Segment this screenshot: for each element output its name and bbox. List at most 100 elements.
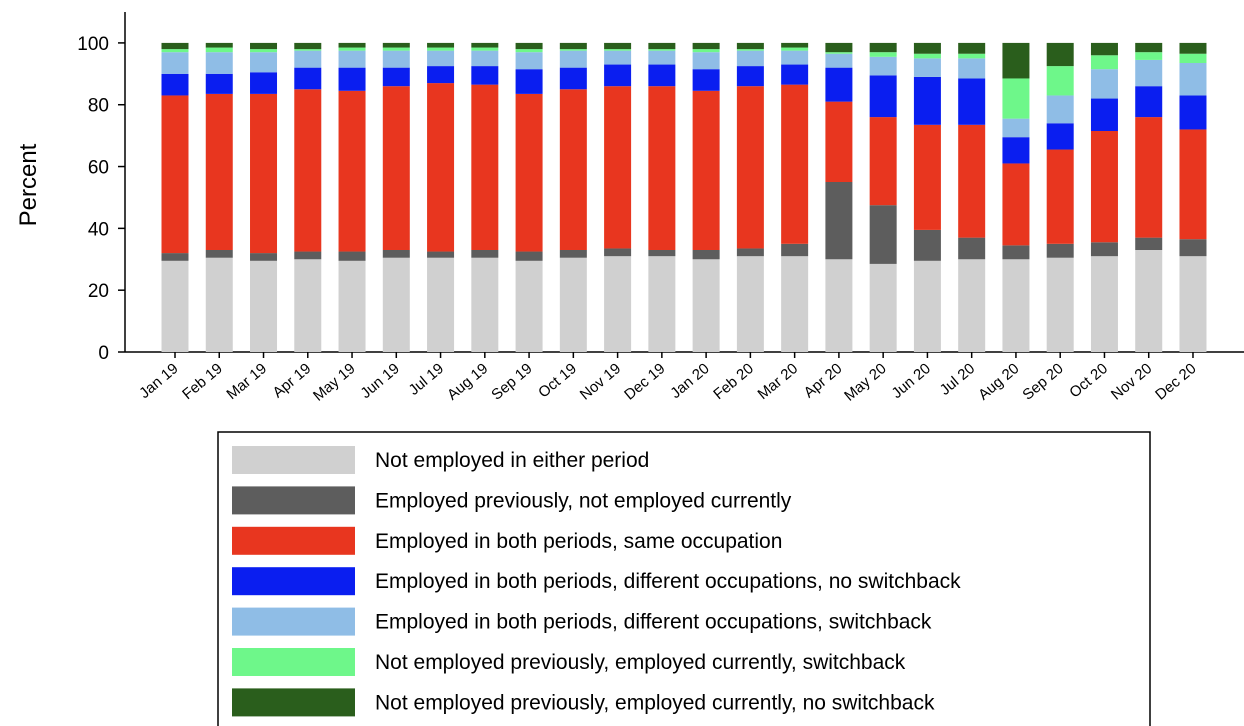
bar-segment bbox=[161, 52, 189, 74]
bar-segment bbox=[382, 67, 410, 87]
bar-segment bbox=[427, 47, 455, 51]
x-tick-label: Sep 20 bbox=[1019, 360, 1066, 404]
bar-segment bbox=[338, 42, 366, 48]
bar-segment bbox=[781, 84, 809, 244]
bar-segment bbox=[1179, 63, 1207, 96]
bar-segment bbox=[471, 250, 499, 258]
bar-segment bbox=[604, 64, 632, 87]
bar-segment bbox=[604, 42, 632, 50]
legend-swatch bbox=[232, 688, 355, 717]
bar-segment bbox=[1002, 245, 1030, 260]
bar-segment bbox=[913, 42, 941, 54]
bar-segment bbox=[1090, 69, 1118, 99]
bar-segment bbox=[382, 250, 410, 258]
bar-segment bbox=[648, 49, 676, 51]
bar-segment bbox=[913, 76, 941, 125]
bar-segment bbox=[1179, 239, 1207, 257]
legend-label: Not employed previously, employed curren… bbox=[375, 691, 935, 714]
bar-segment bbox=[427, 257, 455, 352]
x-tick-label: Dec 19 bbox=[621, 360, 668, 404]
legend-swatch bbox=[232, 486, 355, 515]
bar-segment bbox=[471, 84, 499, 251]
x-tick-label: Nov 20 bbox=[1108, 360, 1155, 404]
bar-segment bbox=[471, 50, 499, 67]
bar-segment bbox=[161, 253, 189, 261]
y-tick-label: 60 bbox=[88, 158, 109, 179]
bar-segment bbox=[250, 42, 278, 50]
bar-segment bbox=[736, 49, 764, 51]
bar-segment bbox=[250, 253, 278, 261]
bar-segment bbox=[648, 42, 676, 50]
bar-segment bbox=[515, 69, 543, 94]
bar-segment bbox=[515, 49, 543, 53]
bar-segment bbox=[1002, 118, 1030, 138]
bar-segment bbox=[515, 260, 543, 352]
bar-segment bbox=[1046, 95, 1074, 124]
bar-segment bbox=[692, 69, 720, 91]
bar-segment bbox=[604, 86, 632, 249]
bar-segment bbox=[958, 259, 986, 352]
bar-segment bbox=[1135, 86, 1163, 118]
bar-segment bbox=[294, 67, 322, 90]
bar-segment bbox=[1090, 98, 1118, 131]
legend-swatch bbox=[232, 526, 355, 555]
bar-segment bbox=[294, 50, 322, 68]
bar-segment bbox=[294, 42, 322, 50]
y-tick-label: 80 bbox=[88, 96, 109, 117]
bar-segment bbox=[1135, 237, 1163, 250]
bar-segment bbox=[1090, 42, 1118, 56]
bar-segment bbox=[250, 93, 278, 254]
bar-segment bbox=[1002, 137, 1030, 164]
bar-segment bbox=[1090, 242, 1118, 257]
bar-segment bbox=[382, 50, 410, 68]
bar-segment bbox=[958, 124, 986, 238]
bar-segment bbox=[1046, 149, 1074, 244]
bar-segment bbox=[736, 86, 764, 249]
bar-segment bbox=[1090, 131, 1118, 243]
bar-segment bbox=[205, 73, 233, 94]
bar-segment bbox=[958, 53, 986, 59]
bar-segment bbox=[869, 263, 897, 352]
bar-segment bbox=[604, 248, 632, 257]
bar-segment bbox=[382, 86, 410, 250]
bar-segment bbox=[781, 50, 809, 65]
bar-segment bbox=[958, 42, 986, 54]
bar-segment bbox=[825, 67, 853, 102]
bar-segment bbox=[161, 73, 189, 96]
bar-segment bbox=[559, 250, 587, 258]
bar-segment bbox=[559, 49, 587, 51]
x-tick-label: Jul 20 bbox=[937, 360, 979, 399]
bar-segment bbox=[427, 50, 455, 67]
y-tick-label: 100 bbox=[77, 34, 109, 55]
bar-segment bbox=[1179, 53, 1207, 63]
x-tick-label: Feb 20 bbox=[710, 360, 757, 403]
y-axis-label: Percent bbox=[15, 143, 42, 226]
bar-segment bbox=[294, 89, 322, 252]
bar-segment bbox=[338, 251, 366, 261]
bar-segment bbox=[250, 72, 278, 94]
bar-segment bbox=[1002, 78, 1030, 119]
bar-segment bbox=[1135, 250, 1163, 352]
bar-segment bbox=[736, 42, 764, 50]
bar-segment bbox=[205, 47, 233, 53]
bar-segment bbox=[781, 243, 809, 257]
x-tick-label: May 19 bbox=[310, 360, 359, 405]
bar-segment bbox=[427, 251, 455, 258]
bar-segment bbox=[958, 58, 986, 79]
bar-segment bbox=[869, 117, 897, 206]
y-tick-label: 0 bbox=[98, 343, 109, 364]
legend-swatch bbox=[232, 567, 355, 596]
legend-swatch bbox=[232, 446, 355, 474]
bar-segment bbox=[338, 50, 366, 68]
bar-segment bbox=[913, 229, 941, 261]
legend-label: Not employed previously, employed curren… bbox=[375, 651, 906, 674]
bar-segment bbox=[869, 205, 897, 264]
bar-segment bbox=[250, 52, 278, 73]
bar-segment bbox=[825, 182, 853, 260]
x-tick-label: Oct 19 bbox=[535, 360, 580, 401]
bar-segment bbox=[1135, 52, 1163, 60]
bar-segment bbox=[736, 248, 764, 257]
x-tick-label: Jan 20 bbox=[667, 360, 712, 402]
bar-segment bbox=[781, 47, 809, 51]
